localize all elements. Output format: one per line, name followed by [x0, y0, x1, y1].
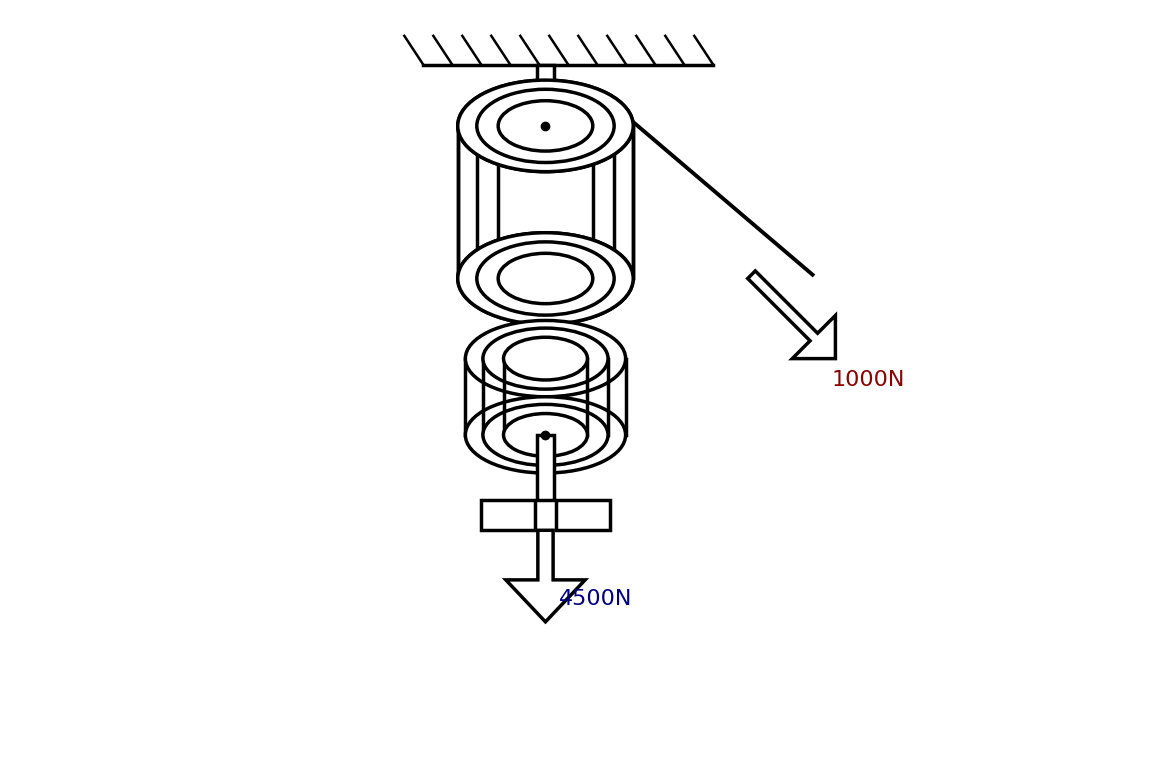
- Bar: [457, 126, 634, 278]
- Bar: [465, 359, 626, 435]
- Ellipse shape: [457, 80, 634, 172]
- Ellipse shape: [503, 337, 588, 380]
- Ellipse shape: [457, 233, 634, 324]
- Ellipse shape: [498, 101, 593, 151]
- Ellipse shape: [465, 320, 626, 397]
- Ellipse shape: [457, 80, 634, 172]
- Text: 1000N: 1000N: [832, 370, 905, 390]
- Ellipse shape: [483, 404, 608, 465]
- Text: 4500N: 4500N: [559, 589, 631, 609]
- Polygon shape: [748, 271, 835, 359]
- Bar: [480, 500, 536, 530]
- Bar: [555, 500, 611, 530]
- Ellipse shape: [498, 101, 593, 151]
- Ellipse shape: [477, 89, 614, 163]
- Ellipse shape: [483, 328, 608, 389]
- Bar: [537, 65, 554, 126]
- Bar: [537, 435, 554, 500]
- Ellipse shape: [465, 397, 626, 473]
- Polygon shape: [506, 530, 585, 622]
- Ellipse shape: [477, 242, 614, 315]
- Ellipse shape: [457, 233, 634, 324]
- Ellipse shape: [498, 253, 593, 304]
- Ellipse shape: [477, 242, 614, 315]
- Ellipse shape: [503, 414, 588, 456]
- Ellipse shape: [498, 253, 593, 304]
- Ellipse shape: [477, 89, 614, 163]
